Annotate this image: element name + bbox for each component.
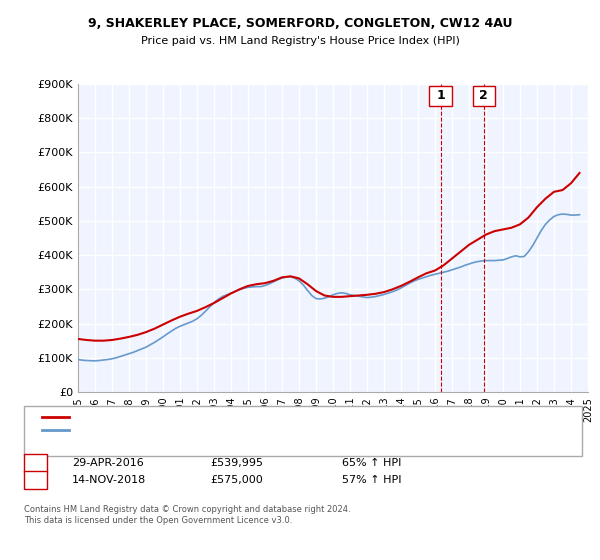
Text: 57% ↑ HPI: 57% ↑ HPI — [342, 475, 401, 485]
Text: 9, SHAKERLEY PLACE, SOMERFORD, CONGLETON, CW12 4AU (detached house): 9, SHAKERLEY PLACE, SOMERFORD, CONGLETON… — [72, 412, 460, 422]
Text: Price paid vs. HM Land Registry's House Price Index (HPI): Price paid vs. HM Land Registry's House … — [140, 36, 460, 46]
Text: 9, SHAKERLEY PLACE, SOMERFORD, CONGLETON, CW12 4AU: 9, SHAKERLEY PLACE, SOMERFORD, CONGLETON… — [88, 17, 512, 30]
Text: Contains HM Land Registry data © Crown copyright and database right 2024.
This d: Contains HM Land Registry data © Crown c… — [24, 505, 350, 525]
Text: £575,000: £575,000 — [210, 475, 263, 485]
FancyBboxPatch shape — [430, 86, 452, 105]
Text: 1: 1 — [31, 456, 40, 470]
Text: 2: 2 — [479, 89, 488, 102]
Text: 14-NOV-2018: 14-NOV-2018 — [72, 475, 146, 485]
Text: 2: 2 — [31, 473, 40, 487]
Text: 1: 1 — [436, 89, 445, 102]
Text: 29-APR-2016: 29-APR-2016 — [72, 458, 144, 468]
Text: £539,995: £539,995 — [210, 458, 263, 468]
Text: HPI: Average price, detached house, Cheshire East: HPI: Average price, detached house, Ches… — [72, 425, 320, 435]
FancyBboxPatch shape — [473, 86, 495, 105]
Text: 65% ↑ HPI: 65% ↑ HPI — [342, 458, 401, 468]
